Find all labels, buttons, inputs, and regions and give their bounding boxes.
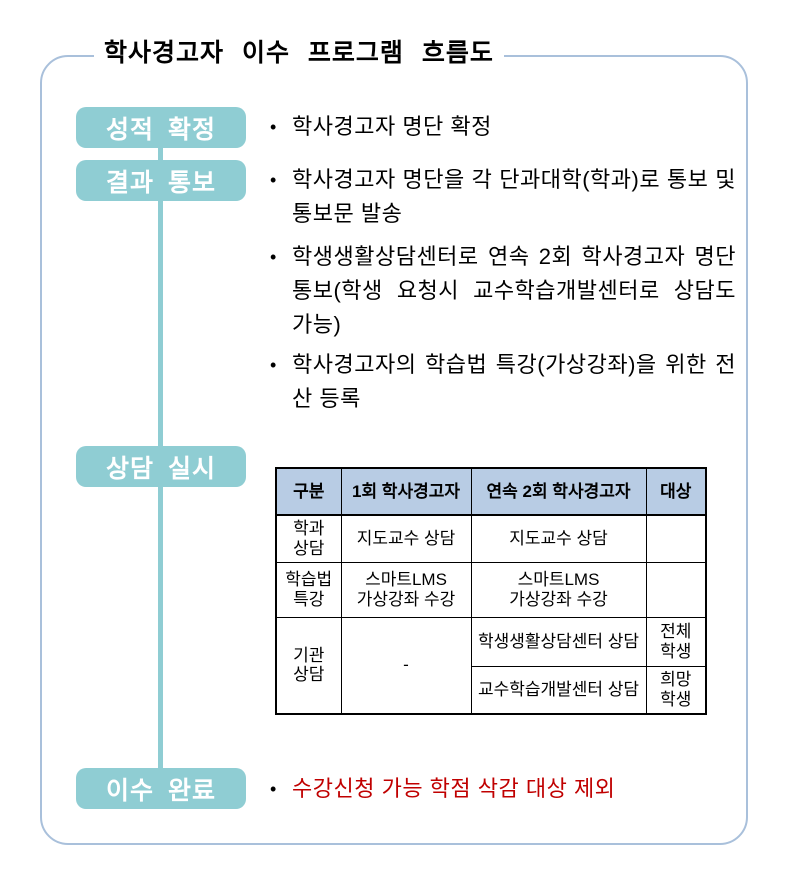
note-completion-alert: • 수강신청 가능 학점 삭감 대상 제외 (270, 772, 736, 806)
table-row-dept-counsel: 학과 상담 지도교수 상담 지도교수 상담 (275, 514, 707, 563)
cell-target: 희망 학생 (645, 665, 707, 715)
cell-second: 스마트LMS 가상강좌 수강 (470, 561, 647, 618)
flow-step-label: 성적 확정 (106, 115, 216, 144)
bullet-icon: • (270, 247, 277, 267)
flow-step-result-notify: 결과 통보 (76, 160, 246, 201)
table-row-study-lecture: 학습법 특강 스마트LMS 가상강좌 수강 스마트LMS 가상강좌 수강 (275, 561, 707, 618)
note-text: 학사경고자 명단 확정 (292, 114, 492, 139)
header-target: 대상 (645, 467, 707, 516)
bullet-icon: • (270, 779, 277, 799)
cell-first: - (340, 616, 472, 715)
cell-target (645, 561, 707, 618)
bullet-icon: • (270, 117, 277, 137)
flow-step-label: 결과 통보 (106, 168, 216, 197)
note-text-alert: 수강신청 가능 학점 삭감 대상 제외 (292, 776, 616, 801)
flow-step-label: 상담 실시 (106, 454, 216, 483)
note-text: 학사경고자의 학습법 특강(가상강좌)을 위한 전산 등록 (292, 352, 736, 411)
cell-second: 지도교수 상담 (470, 514, 647, 563)
counseling-table: 구분 1회 학사경고자 연속 2회 학사경고자 대상 학과 상담 지도교수 상담… (275, 467, 707, 715)
bullet-icon: • (270, 355, 277, 375)
cell-first: 지도교수 상담 (340, 514, 472, 563)
table-row-org-counsel-b: 교수학습개발센터 상담 희망 학생 (276, 665, 707, 715)
header-first-warning: 1회 학사경고자 (340, 467, 472, 516)
cell-second: 교수학습개발센터 상담 (470, 665, 647, 715)
note-grade-confirm: • 학사경고자 명단 확정 (270, 110, 736, 144)
header-second-warning: 연속 2회 학사경고자 (470, 467, 647, 516)
table-row-org-counsel-a: 기관 상담 - 학생생활상담센터 상담 전체 학생 (275, 616, 707, 715)
note-text: 학생생활상담센터로 연속 2회 학사경고자 명단 통보(학생 요청시 교수학습개… (292, 244, 736, 337)
flow-step-label: 이수 완료 (106, 776, 216, 805)
note-notify-list: • 학사경고자 명단을 각 단과대학(학과)로 통보 및 통보문 발송 (270, 163, 736, 231)
cell-second: 학생생활상담센터 상담 (470, 616, 647, 667)
cell-target: 전체 학생 (645, 616, 707, 667)
table-header-row: 구분 1회 학사경고자 연속 2회 학사경고자 대상 (275, 467, 707, 516)
flow-step-grade-confirm: 성적 확정 (76, 107, 246, 148)
cell-category: 기관 상담 (275, 616, 342, 715)
page-title: 학사경고자 이수 프로그램 흐름도 (94, 33, 504, 69)
flow-step-counseling: 상담 실시 (76, 446, 246, 487)
note-notify-lecture: • 학사경고자의 학습법 특강(가상강좌)을 위한 전산 등록 (270, 348, 736, 416)
cell-first: 스마트LMS 가상강좌 수강 (340, 561, 472, 618)
cell-target (645, 514, 707, 563)
header-category: 구분 (275, 467, 342, 516)
cell-category: 학습법 특강 (275, 561, 342, 618)
note-notify-center: • 학생생활상담센터로 연속 2회 학사경고자 명단 통보(학생 요청시 교수학… (270, 240, 736, 342)
bullet-icon: • (270, 170, 277, 190)
note-text: 학사경고자 명단을 각 단과대학(학과)로 통보 및 통보문 발송 (292, 167, 736, 226)
flow-step-completion: 이수 완료 (76, 768, 246, 809)
cell-category: 학과 상담 (275, 514, 342, 563)
